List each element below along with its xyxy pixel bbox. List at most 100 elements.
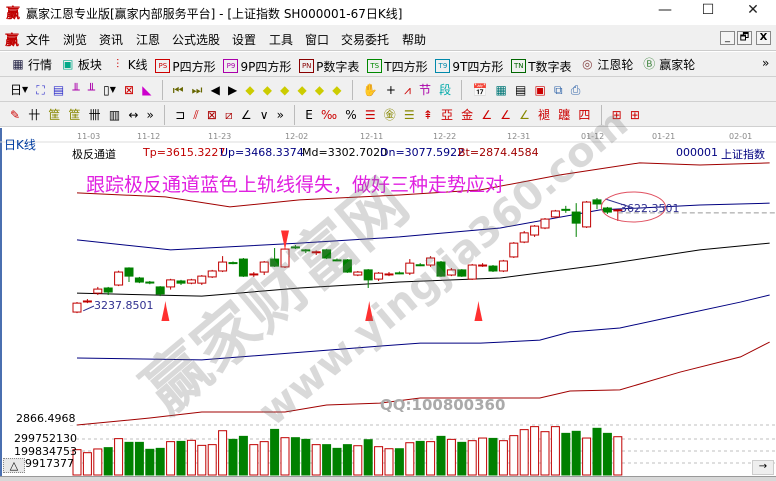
rocket-icon[interactable]: ⇞: [422, 107, 433, 122]
gradient-icon[interactable]: ◣: [142, 82, 152, 97]
crosshair-icon[interactable]: +: [385, 82, 396, 97]
collapse-panel-button[interactable]: △: [3, 458, 25, 473]
scroll-right-button[interactable]: →: [752, 460, 774, 475]
horizontal-scrollbar[interactable]: [0, 476, 776, 481]
volume-bar: [134, 441, 144, 476]
pen-icon[interactable]: ✎: [10, 107, 21, 122]
close-button[interactable]: ✕: [747, 2, 759, 18]
menu-tools[interactable]: 工具: [269, 33, 294, 47]
ruler-icon[interactable]: ▥: [108, 107, 121, 122]
menu-gann[interactable]: 江恩: [136, 33, 161, 47]
mdi-restore-button[interactable]: 🗗: [737, 31, 752, 45]
gann-box-icon[interactable]: ⊠: [206, 107, 217, 122]
menu-window[interactable]: 窗口: [305, 33, 330, 47]
gold-fib-icon[interactable]: 金: [461, 107, 474, 122]
first-icon[interactable]: ⏮: [172, 82, 184, 97]
notes-icon[interactable]: ▤: [52, 82, 65, 97]
p-table-button[interactable]: PN P数字表: [297, 55, 361, 77]
node-icon[interactable]: 节: [418, 82, 431, 97]
9p-square-button[interactable]: P9 9P四方形: [221, 55, 293, 77]
shrink-icon[interactable]: ◆: [297, 82, 307, 97]
width-icon[interactable]: ↔: [128, 107, 139, 122]
sectors-button[interactable]: ▣ 板块: [58, 53, 104, 75]
gold-levels-icon[interactable]: ☰: [403, 107, 415, 122]
grid-icon[interactable]: ⊞: [611, 107, 622, 122]
mdi-minimize-button[interactable]: _: [720, 31, 735, 45]
channel-icon[interactable]: ⊠: [124, 82, 135, 97]
menu-news[interactable]: 资讯: [99, 33, 124, 47]
box-icon[interactable]: ⊐: [175, 107, 186, 122]
calculator-icon[interactable]: ▦: [495, 82, 507, 97]
t-table-button[interactable]: TN T数字表: [509, 55, 573, 77]
f-angle-icon[interactable]: ∠: [500, 107, 511, 122]
menu-settings[interactable]: 设置: [232, 33, 257, 47]
menu-trade[interactable]: 交易委托: [341, 33, 390, 47]
line-tool-icon[interactable]: ⩘: [404, 82, 411, 97]
report-icon[interactable]: ▤: [515, 82, 527, 97]
left-icon[interactable]: ◀: [210, 82, 220, 97]
print-icon[interactable]: ⎙: [570, 82, 581, 97]
bars3-icon[interactable]: ╨: [72, 82, 80, 97]
low-marker-line: [83, 305, 95, 312]
grid2-icon[interactable]: ⊞: [629, 107, 640, 122]
deep-angle-icon[interactable]: 褪: [538, 107, 551, 122]
fan-icon[interactable]: ⫽: [193, 107, 199, 122]
grid-lines-icon[interactable]: 卌: [88, 107, 101, 122]
quotes-button[interactable]: ▦ 行情: [8, 53, 54, 75]
indicator-name: 极反通道: [72, 148, 116, 161]
9t-square-button[interactable]: T9 9T四方形: [433, 55, 505, 77]
last-icon[interactable]: ⏭: [191, 82, 203, 97]
gann-grid-icon[interactable]: ⧄: [225, 107, 233, 122]
kline-button[interactable]: ⫶ K线: [108, 53, 150, 75]
j-angle-icon[interactable]: ∠: [481, 107, 493, 122]
percent-levels-icon[interactable]: ☰: [364, 107, 376, 122]
gold-lines2-icon[interactable]: 筐: [68, 107, 81, 122]
zoom-in-icon[interactable]: ◆: [314, 82, 325, 97]
bars9-icon[interactable]: ╨: [87, 82, 95, 97]
segment-icon[interactable]: 段: [439, 82, 452, 97]
toolbar-overflow-button[interactable]: »: [762, 56, 770, 70]
scale-icon[interactable]: Ε: [305, 107, 313, 122]
maximize-button[interactable]: ☐: [701, 2, 715, 18]
fib-icon[interactable]: 亞: [441, 107, 454, 122]
gold-angle-icon[interactable]: ∠: [519, 107, 530, 122]
candle-body: [238, 258, 248, 277]
expand-icon[interactable]: ◆: [280, 82, 290, 97]
drawing-more-button[interactable]: »: [146, 107, 154, 122]
menu-browse[interactable]: 浏览: [63, 33, 88, 47]
minimize-button[interactable]: —: [658, 2, 672, 18]
kline-chart[interactable]: [0, 128, 776, 476]
period-dropdown[interactable]: 日 ▼: [10, 82, 29, 97]
four-angle-icon[interactable]: 四: [578, 107, 591, 122]
percent-icon[interactable]: %: [345, 107, 357, 122]
network-icon[interactable]: ⧉: [553, 82, 563, 97]
calendar-icon[interactable]: 📅: [472, 82, 488, 97]
menu-formula-select[interactable]: 公式选股: [172, 33, 221, 47]
candle-body: [530, 225, 540, 236]
save-icon[interactable]: ▣: [534, 82, 546, 97]
zoom-left-icon[interactable]: ◆: [245, 82, 255, 97]
t-square-button[interactable]: TS T四方形: [365, 55, 429, 77]
candle-style-dropdown[interactable]: ▯ ▼: [103, 82, 116, 97]
gann-angle-icon[interactable]: 躔: [558, 107, 571, 122]
zoom-right-icon[interactable]: ◆: [262, 82, 272, 97]
gold-lines-icon[interactable]: 筐: [48, 107, 61, 122]
mdi-close-button[interactable]: X: [756, 31, 771, 45]
menu-file[interactable]: 文件: [26, 33, 51, 47]
winner-wheel-button[interactable]: Ⓑ 赢家轮: [639, 53, 697, 75]
wave-icon[interactable]: ∨: [259, 107, 269, 122]
gold-circle-icon[interactable]: ㊎: [383, 107, 396, 122]
menu-help[interactable]: 帮助: [402, 33, 427, 47]
chart-type-icon[interactable]: ⛶: [36, 82, 45, 97]
right-icon[interactable]: ▶: [228, 82, 238, 97]
app-menu-icon[interactable]: 赢: [5, 33, 19, 49]
tools-more-button[interactable]: »: [276, 107, 285, 122]
percent-line-icon[interactable]: ‰: [321, 107, 338, 122]
hand-icon[interactable]: ✋: [362, 82, 378, 97]
gann-wheel-button[interactable]: ◎ 江恩轮: [577, 53, 635, 75]
chart-canvas[interactable]: [0, 128, 776, 476]
parallel-lines-icon[interactable]: 卄: [28, 107, 41, 122]
zoom-out-icon[interactable]: ◆: [332, 82, 342, 97]
p-square-button[interactable]: PS P四方形: [153, 55, 217, 77]
angle-icon[interactable]: ∠: [240, 107, 252, 122]
